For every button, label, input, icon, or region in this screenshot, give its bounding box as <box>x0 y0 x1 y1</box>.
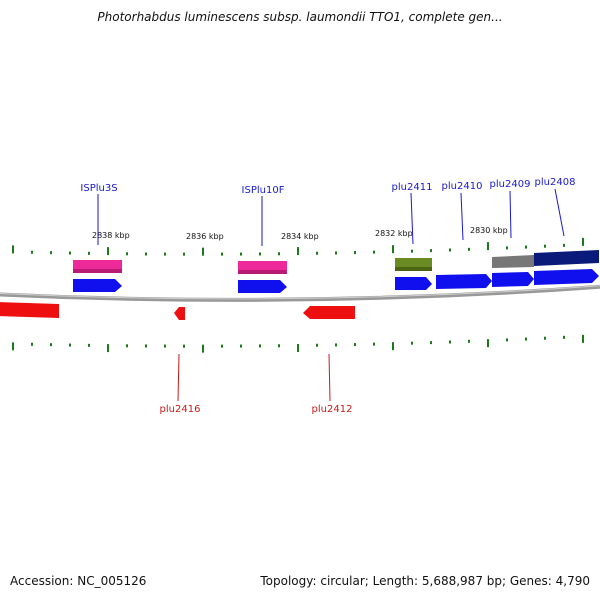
scale-labels: 2838 kbp 2836 kbp 2834 kbp 2832 kbp 2830… <box>92 226 508 241</box>
isplu10f-element-shade <box>238 270 287 274</box>
plu2412-label[interactable]: plu2412 <box>312 404 353 415</box>
reverse-cds-row <box>0 302 355 320</box>
plu2409-leader-line <box>509 190 512 239</box>
plu2408-cds-arrow[interactable] <box>534 269 599 285</box>
plu2410-leader-line <box>460 192 464 241</box>
plu2416-label[interactable]: plu2416 <box>160 404 201 415</box>
plu2408-navy-feature[interactable] <box>534 250 599 266</box>
tick-row-bottom <box>12 334 584 353</box>
top-leader-lines <box>97 188 565 246</box>
forward-cds-row <box>73 269 599 293</box>
plu2411-label[interactable]: plu2411 <box>392 182 433 193</box>
plu2416-cds-arrow[interactable] <box>174 307 185 320</box>
genome-summary-text: Topology: circular; Length: 5,688,987 bp… <box>260 574 590 588</box>
plu2412-cds-arrow[interactable] <box>303 306 355 319</box>
plu2408-leader-line <box>554 188 565 237</box>
genome-title: Photorhabdus luminescens subsp. laumondi… <box>97 10 503 24</box>
accession-text: Accession: NC_005126 <box>10 574 147 588</box>
plu2412-leader-line <box>328 353 331 402</box>
plu2409-label[interactable]: plu2409 <box>490 179 531 190</box>
plu2409-gray-feature[interactable] <box>492 255 534 268</box>
scale-label-2838: 2838 kbp <box>92 231 130 240</box>
plu2416-leader-line <box>177 353 180 402</box>
genome-backbone <box>0 284 600 302</box>
bottom-gene-labels: plu2416 plu2412 <box>160 404 353 415</box>
reverse-cds-arrow[interactable] <box>0 302 59 318</box>
plu2411-leader-line <box>410 192 414 245</box>
isplu10f-label[interactable]: ISPlu10F <box>242 185 285 196</box>
scale-label-2830: 2830 kbp <box>470 226 508 235</box>
forward-cds-arrow[interactable] <box>238 280 287 293</box>
scale-label-2836: 2836 kbp <box>186 232 224 241</box>
plu2409-cds-arrow[interactable] <box>492 272 534 287</box>
inner-feature-row <box>73 250 599 274</box>
plu2410-label[interactable]: plu2410 <box>442 181 483 192</box>
plu2411-cds-arrow[interactable] <box>395 277 432 290</box>
genome-backbone-highlight <box>0 285 600 300</box>
top-gene-labels: ISPlu3S ISPlu10F plu2411 plu2410 plu2409… <box>80 177 575 196</box>
plu2411-feature-shade <box>395 267 432 271</box>
isplu3s-element-shade <box>73 269 122 273</box>
forward-cds-arrow[interactable] <box>73 279 122 292</box>
bottom-leader-lines <box>177 353 331 402</box>
plu2408-label[interactable]: plu2408 <box>535 177 576 188</box>
scale-label-2832: 2832 kbp <box>375 229 413 238</box>
plu2410-cds-arrow[interactable] <box>436 274 492 289</box>
tick-row-top <box>12 237 584 256</box>
isplu3s-label[interactable]: ISPlu3S <box>80 183 117 194</box>
scale-label-2834: 2834 kbp <box>281 232 319 241</box>
